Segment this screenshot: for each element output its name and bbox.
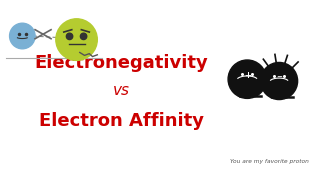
Text: vs: vs xyxy=(113,82,130,98)
Text: Electronegativity: Electronegativity xyxy=(34,54,208,72)
Ellipse shape xyxy=(10,23,35,49)
Text: Electron Affinity: Electron Affinity xyxy=(39,112,204,130)
Text: +: + xyxy=(244,71,251,80)
Text: You are my favorite proton: You are my favorite proton xyxy=(230,159,309,165)
Text: −: − xyxy=(276,74,282,80)
Ellipse shape xyxy=(228,60,266,98)
Ellipse shape xyxy=(56,19,97,60)
Ellipse shape xyxy=(80,33,87,40)
Ellipse shape xyxy=(260,62,298,100)
Ellipse shape xyxy=(66,33,73,40)
